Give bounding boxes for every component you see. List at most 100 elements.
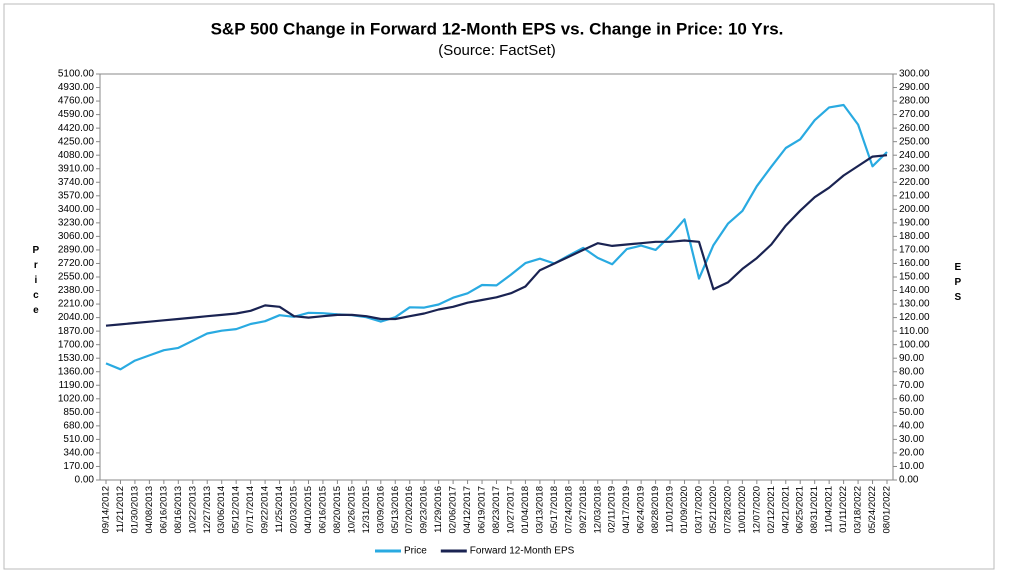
x-tick-label: 03/06/2014: [216, 486, 227, 534]
y-tick-label: 3570.00: [58, 190, 95, 201]
y2-tick-label: 240.00: [899, 150, 930, 161]
y-tick-label: 4590.00: [58, 109, 95, 120]
y-tick-label: 2720.00: [58, 258, 95, 269]
y2-tick-label: 170.00: [899, 245, 930, 256]
y-axis-label: Price: [30, 245, 41, 320]
y-tick-label: 4250.00: [58, 136, 95, 147]
y-tick-label: 4420.00: [58, 123, 95, 134]
y-tick-label: 5100.00: [58, 69, 95, 80]
y2-tick-label: 190.00: [899, 218, 930, 229]
x-tick-label: 07/24/2018: [563, 486, 574, 534]
x-tick-label: 01/04/2018: [520, 486, 531, 534]
x-tick-label: 08/28/2019: [650, 486, 661, 534]
y-tick-label: 1530.00: [58, 353, 95, 364]
x-tick-label: 07/20/2016: [404, 486, 415, 534]
x-tick-label: 11/04/2021: [824, 486, 835, 533]
y-tick-label: 0.00: [75, 475, 95, 486]
plot-area: [99, 73, 894, 481]
x-tick-label: 05/21/2020: [708, 486, 719, 534]
legend-label: Forward 12-Month EPS: [470, 546, 575, 557]
y-tick-label: 510.00: [63, 434, 94, 445]
y-tick-label: 2550.00: [58, 272, 95, 283]
x-tick-label: 04/21/2021: [780, 486, 791, 534]
y2-tick-label: 180.00: [899, 231, 930, 242]
x-tick-label: 09/22/2014: [260, 486, 271, 534]
x-tick-label: 11/01/2019: [665, 486, 676, 533]
x-tick-label: 12/31/2015: [361, 486, 372, 534]
y2-tick-label: 200.00: [899, 204, 930, 215]
x-tick-label: 10/22/2013: [187, 486, 198, 534]
series-line: [105, 154, 888, 327]
y-tick-label: 3740.00: [58, 177, 95, 188]
y2-tick-label: 90.00: [899, 353, 924, 364]
x-tick-label: 06/19/2017: [477, 486, 488, 534]
y2-tick-label: 250.00: [899, 136, 930, 147]
y-tick-label: 1020.00: [58, 393, 95, 404]
x-tick-label: 11/21/2012: [115, 486, 126, 533]
x-tick-label: 02/06/2017: [448, 486, 459, 534]
y2-tick-label: 50.00: [899, 407, 924, 418]
x-tick-label: 08/01/2022: [882, 486, 893, 534]
y2-tick-label: 260.00: [899, 123, 930, 134]
series-line: [105, 103, 888, 371]
x-tick-label: 09/14/2012: [101, 486, 112, 534]
y-tick-label: 1870.00: [58, 326, 95, 337]
y-tick-label: 3400.00: [58, 204, 95, 215]
y-tick-label: 340.00: [63, 448, 94, 459]
y2-tick-label: 110.00: [899, 326, 929, 337]
x-tick-label: 09/27/2018: [578, 486, 589, 534]
y2-tick-label: 20.00: [899, 448, 924, 459]
y2-tick-label: 40.00: [899, 421, 924, 432]
x-tick-label: 11/25/2014: [274, 486, 285, 533]
x-tick-label: 09/23/2016: [419, 486, 430, 534]
y2-tick-label: 280.00: [899, 96, 930, 107]
x-tick-label: 02/03/2015: [289, 486, 300, 534]
y2-tick-label: 220.00: [899, 177, 930, 188]
x-tick-label: 12/07/2020: [751, 486, 762, 534]
x-tick-label: 04/17/2019: [621, 486, 632, 534]
y2-tick-label: 150.00: [899, 272, 930, 283]
y2-tick-label: 130.00: [899, 299, 930, 310]
x-tick-label: 06/25/2021: [795, 486, 806, 534]
x-tick-label: 05/12/2014: [231, 486, 242, 534]
x-tick-label: 01/30/2013: [129, 486, 140, 534]
y-tick-label: 170.00: [63, 461, 94, 472]
y-tick-label: 2890.00: [58, 245, 95, 256]
x-tick-label: 06/16/2015: [317, 486, 328, 534]
x-tick-label: 08/20/2015: [332, 486, 343, 534]
y2-tick-label: 10.00: [899, 461, 924, 472]
x-tick-label: 11/29/2016: [433, 486, 444, 533]
x-tick-label: 05/24/2022: [867, 486, 878, 534]
y-tick-label: 2210.00: [58, 299, 95, 310]
x-tick-label: 08/23/2017: [491, 486, 502, 534]
y2-tick-label: 60.00: [899, 393, 924, 404]
x-tick-label: 10/27/2017: [505, 486, 516, 534]
y-tick-label: 4930.00: [58, 82, 95, 93]
y2-tick-label: 70.00: [899, 380, 924, 391]
y2-tick-label: 100.00: [899, 339, 930, 350]
y2-tick-label: 290.00: [899, 82, 930, 93]
x-tick-label: 04/12/2017: [462, 486, 473, 534]
y-tick-label: 850.00: [63, 407, 94, 418]
x-tick-label: 02/12/2021: [766, 486, 777, 534]
x-tick-label: 04/08/2013: [144, 486, 155, 534]
y2-axis-label: EPS: [952, 262, 963, 307]
y-tick-label: 1360.00: [58, 366, 95, 377]
chart-subtitle: (Source: FactSet): [438, 42, 556, 59]
x-tick-label: 08/31/2021: [809, 486, 820, 534]
x-tick-label: 05/17/2018: [549, 486, 560, 534]
y2-tick-label: 120.00: [899, 312, 930, 323]
y-tick-label: 3230.00: [58, 218, 95, 229]
y-tick-label: 3910.00: [58, 163, 95, 174]
chart-title: S&P 500 Change in Forward 12-Month EPS v…: [211, 19, 784, 38]
x-tick-label: 01/11/2022: [838, 486, 849, 533]
x-tick-label: 07/28/2020: [722, 486, 733, 534]
x-tick-label: 04/10/2015: [303, 486, 314, 534]
y-tick-label: 2040.00: [58, 312, 95, 323]
y2-tick-label: 160.00: [899, 258, 930, 269]
x-tick-label: 03/09/2016: [375, 486, 386, 534]
y2-tick-label: 30.00: [899, 434, 924, 445]
x-tick-label: 05/13/2016: [390, 486, 401, 534]
x-tick-label: 03/18/2022: [853, 486, 864, 534]
